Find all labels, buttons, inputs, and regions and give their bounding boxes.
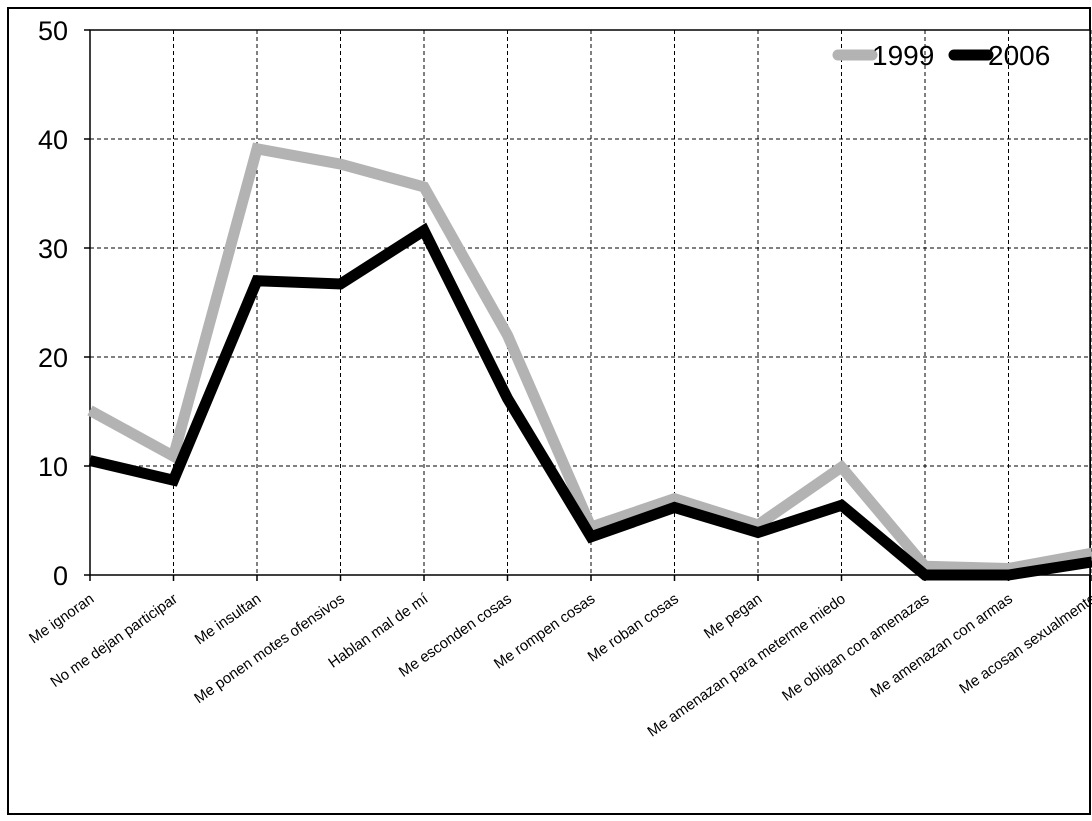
y-tick-label: 10 bbox=[38, 452, 68, 482]
data-point-2006 bbox=[507, 398, 508, 399]
data-point-1999 bbox=[507, 335, 508, 336]
data-point-2006 bbox=[257, 280, 258, 281]
x-tick-label: Me amenazan con armas bbox=[867, 590, 1015, 701]
data-point-2006 bbox=[758, 532, 759, 533]
data-point-1999 bbox=[925, 566, 926, 567]
x-tick-label: Me roban cosas bbox=[585, 590, 682, 665]
data-point-2006 bbox=[424, 230, 425, 231]
data-point-1999 bbox=[257, 148, 258, 149]
y-tick-label: 40 bbox=[38, 125, 68, 155]
x-tick-label: Me ponen motes ofensivos bbox=[191, 590, 348, 707]
data-point-1999 bbox=[340, 164, 341, 165]
data-point-1999 bbox=[841, 467, 842, 468]
data-point-2006 bbox=[90, 460, 91, 461]
x-tick-label: Me acosan sexualmente bbox=[956, 590, 1092, 697]
data-point-2006 bbox=[340, 283, 341, 284]
x-tick-label: Me insultan bbox=[192, 590, 265, 648]
y-tick-label: 50 bbox=[38, 16, 68, 46]
x-tick-label: Me obligan con amenazas bbox=[779, 590, 932, 704]
data-point-2006 bbox=[841, 505, 842, 506]
data-point-1999 bbox=[1008, 568, 1009, 569]
legend-label-2006: 2006 bbox=[988, 40, 1050, 71]
y-tick-label: 20 bbox=[38, 343, 68, 373]
data-point-1999 bbox=[90, 410, 91, 411]
y-axis-ticks: 0 10 20 30 40 50 bbox=[38, 16, 90, 591]
data-point-1999 bbox=[424, 186, 425, 187]
data-point-2006 bbox=[591, 536, 592, 537]
data-point-2006 bbox=[173, 480, 174, 481]
x-tick-label: Me pegan bbox=[701, 590, 765, 642]
data-point-1999 bbox=[173, 456, 174, 457]
y-tick-label: 30 bbox=[38, 234, 68, 264]
data-point-2006 bbox=[925, 575, 926, 576]
data-point-2006 bbox=[674, 507, 675, 508]
y-tick-label: 0 bbox=[53, 561, 68, 591]
plot-area bbox=[90, 30, 1090, 575]
data-point-1999 bbox=[758, 524, 759, 525]
x-tick-label: Me ignoran bbox=[26, 590, 97, 647]
legend-label-1999: 1999 bbox=[872, 40, 934, 71]
data-point-1999 bbox=[674, 498, 675, 499]
data-point-2006 bbox=[1008, 575, 1009, 576]
